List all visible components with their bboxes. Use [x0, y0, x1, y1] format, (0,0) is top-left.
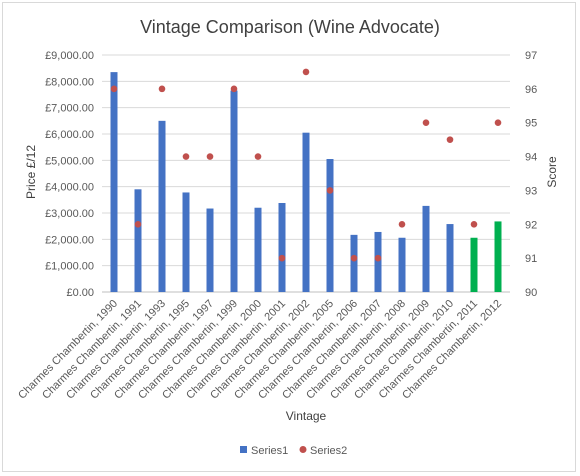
- gridlines: [102, 54, 510, 293]
- legend-label-series2: Series2: [310, 445, 347, 457]
- y-tick-label: £2,000.00: [45, 234, 94, 246]
- bar-1: [134, 189, 142, 292]
- point-9: [326, 187, 334, 194]
- y-tick-label: £7,000.00: [45, 103, 94, 115]
- y-tick-label: £5,000.00: [45, 155, 94, 167]
- y-axis-title: Price £/12: [24, 145, 38, 199]
- secondary-y-tick-label: 91: [525, 253, 537, 265]
- point-1: [134, 220, 142, 228]
- bar-13: [422, 205, 430, 292]
- secondary-y-tick-label: 94: [525, 152, 537, 164]
- point-12: [398, 220, 406, 228]
- bar-6: [254, 207, 262, 292]
- secondary-y-tick-label: 90: [525, 287, 537, 299]
- bar-4: [206, 208, 214, 292]
- bar-14: [446, 224, 454, 292]
- y-tick-label: £6,000.00: [45, 129, 94, 141]
- secondary-y-tick-label: 93: [525, 185, 537, 197]
- point-2: [158, 85, 166, 93]
- bar-5: [230, 90, 238, 292]
- point-3: [182, 153, 190, 160]
- point-15: [470, 220, 478, 228]
- scatter-series: [110, 68, 502, 262]
- secondary-y-tick-label: 92: [525, 219, 537, 231]
- bar-8: [302, 132, 310, 292]
- bar-0: [110, 72, 118, 292]
- y-tick-label: £9,000.00: [45, 50, 94, 62]
- point-14: [446, 136, 454, 143]
- y-tick-label: £3,000.00: [45, 208, 94, 220]
- point-5: [230, 85, 238, 93]
- secondary-y-tick-label: 95: [525, 118, 537, 130]
- point-7: [278, 254, 286, 262]
- point-11: [374, 254, 382, 262]
- legend-label-series1: Series1: [251, 445, 288, 457]
- y-tick-label: £0.00: [66, 287, 94, 299]
- x-axis-title: Vintage: [286, 409, 327, 423]
- bar-10: [350, 234, 358, 292]
- point-0: [110, 85, 118, 93]
- y-axis-ticks: £0.00 £1,000.00 £2,000.00 £3,000.00 £4,000.0…: [45, 50, 94, 299]
- y-tick-label: £1,000.00: [45, 261, 94, 273]
- bar-12: [398, 237, 406, 292]
- chart-frame: [2, 2, 576, 472]
- bar-2: [158, 120, 166, 292]
- bar-16: [494, 221, 502, 292]
- legend-swatch-series2: [299, 446, 307, 453]
- secondary-y-axis-title: Score: [545, 156, 559, 188]
- secondary-y-tick-label: 97: [525, 50, 537, 62]
- point-16: [494, 119, 502, 127]
- point-10: [350, 254, 358, 262]
- bar-series: [110, 72, 502, 292]
- chart-title: Vintage Comparison (Wine Advocate): [140, 17, 440, 37]
- point-13: [422, 119, 430, 127]
- point-6: [254, 153, 262, 160]
- bar-7: [278, 202, 286, 292]
- legend: Series1 Series2: [240, 445, 347, 457]
- point-4: [206, 153, 214, 160]
- secondary-y-tick-label: 96: [525, 84, 537, 96]
- point-8: [302, 68, 310, 76]
- bar-11: [374, 231, 382, 292]
- y-tick-label: £8,000.00: [45, 76, 94, 88]
- legend-swatch-series1: [240, 446, 247, 453]
- y-tick-label: £4,000.00: [45, 182, 94, 194]
- bar-3: [182, 192, 190, 292]
- bar-9: [326, 159, 334, 292]
- bar-15: [470, 237, 478, 292]
- secondary-y-axis-ticks: 90 91 92 93 94 95 96 97: [525, 50, 537, 299]
